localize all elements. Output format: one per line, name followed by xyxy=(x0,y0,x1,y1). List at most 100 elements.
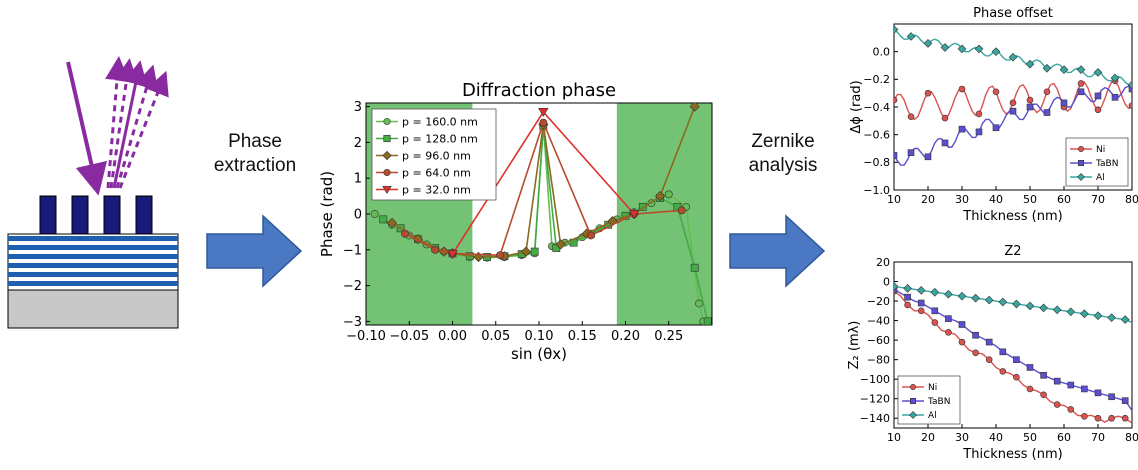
diffracted-beam xyxy=(105,56,129,189)
y-tick-label: −60 xyxy=(867,334,890,347)
data-point xyxy=(894,25,899,34)
data-point xyxy=(1094,389,1102,397)
y-tick-label: −0.8 xyxy=(863,156,890,169)
legend-label: p = 64.0 nm xyxy=(402,166,471,179)
phase-extraction-label: Phase extraction xyxy=(213,131,297,176)
legend-label: TaBN xyxy=(1095,159,1118,169)
data-point xyxy=(1094,414,1102,422)
x-tick-label: 0.00 xyxy=(438,329,467,344)
data-point xyxy=(957,291,967,301)
data-point xyxy=(1077,173,1085,181)
x-axis-label: Thickness (nm) xyxy=(962,209,1062,224)
data-point xyxy=(972,349,979,357)
data-point xyxy=(894,96,898,104)
data-point xyxy=(958,321,966,328)
data-point xyxy=(992,124,1000,132)
data-point xyxy=(1040,371,1047,379)
data-point xyxy=(941,139,949,147)
legend-label: Al xyxy=(1096,173,1105,183)
data-point xyxy=(906,32,916,41)
plot-frame xyxy=(893,261,1133,429)
x-tick-label: 60 xyxy=(1057,193,1071,206)
data-point xyxy=(1059,65,1069,74)
data-point xyxy=(538,108,549,117)
legend: p = 160.0 nm p = 128.0 nm p = 96.0 nm p = 6… xyxy=(371,108,497,201)
series-ni xyxy=(894,77,1132,122)
chart-title: Z2 xyxy=(1004,244,1021,259)
multilayer-stack xyxy=(7,233,179,291)
data-point xyxy=(1053,377,1061,385)
absorber-line xyxy=(39,195,57,235)
chart-title: Phase offset xyxy=(973,6,1053,21)
data-point xyxy=(917,299,925,307)
data-point xyxy=(379,215,388,224)
x-tick-label: 50 xyxy=(1023,193,1037,206)
x-axis-label: sin (θx) xyxy=(511,345,567,363)
data-point xyxy=(1077,88,1085,96)
data-point xyxy=(984,295,994,305)
y-tick-label: 0.0 xyxy=(873,46,891,59)
series-p-32-0-nm xyxy=(447,108,640,260)
x-tick-label: 20 xyxy=(921,431,935,444)
data-point xyxy=(944,289,953,299)
data-point xyxy=(695,299,703,308)
data-point xyxy=(992,88,1000,96)
data-point xyxy=(520,246,532,257)
x-tick-label: 30 xyxy=(955,431,969,444)
y-tick-label: −1 xyxy=(343,243,362,258)
series-ni xyxy=(894,287,1132,424)
series-tabn xyxy=(894,85,1132,166)
data-point xyxy=(1067,406,1075,413)
y-tick-label: 1 xyxy=(354,172,362,187)
y-tick-label: −100 xyxy=(860,373,890,386)
data-point xyxy=(370,210,379,218)
y-tick-label: −3 xyxy=(343,315,362,330)
series-al xyxy=(894,25,1132,90)
x-tick-label: 40 xyxy=(989,193,1003,206)
data-point xyxy=(907,149,915,156)
data-point xyxy=(909,411,917,419)
data-point xyxy=(1008,52,1018,62)
data-point xyxy=(431,245,440,254)
data-point xyxy=(903,284,912,293)
x-tick-label: 0.25 xyxy=(654,329,683,344)
mask-schematic xyxy=(7,56,179,329)
diffracted-beam xyxy=(112,60,148,189)
data-point xyxy=(894,282,899,291)
x-tick-label: 10 xyxy=(887,193,901,206)
y-tick-label: −20 xyxy=(867,295,890,308)
data-point xyxy=(412,233,424,245)
data-point xyxy=(628,210,640,219)
y-tick-label: −140 xyxy=(860,412,890,425)
chart-title: Diffraction phase xyxy=(462,80,616,101)
data-point xyxy=(904,301,911,309)
x-tick-label: 70 xyxy=(1091,193,1105,206)
x-tick-label: 80 xyxy=(1125,193,1138,206)
series-tabn xyxy=(894,286,1132,411)
legend: Ni TaBN Al xyxy=(1065,137,1129,187)
x-tick-label: 0.10 xyxy=(525,329,554,344)
x-tick-label: 0.05 xyxy=(481,329,510,344)
x-tick-label: 40 xyxy=(989,431,1003,444)
absorber-line xyxy=(71,195,89,235)
y-tick-label: −80 xyxy=(867,353,890,366)
data-point xyxy=(924,153,932,161)
data-point xyxy=(916,285,926,295)
data-point xyxy=(930,287,940,297)
data-point xyxy=(1080,309,1089,319)
y-tick-label: −1.0 xyxy=(863,184,890,197)
incident-beam xyxy=(66,61,108,196)
data-point xyxy=(1043,109,1051,116)
zernike-analysis-label: Zernike analysis xyxy=(748,131,818,176)
data-point xyxy=(1025,301,1035,311)
data-point xyxy=(703,317,712,325)
legend-box xyxy=(1065,137,1129,187)
data-point xyxy=(1107,313,1116,322)
x-tick-label: 30 xyxy=(955,193,969,206)
data-point xyxy=(945,315,952,322)
data-point xyxy=(1081,385,1088,393)
data-point xyxy=(689,103,700,112)
y-axis-label: Z₂ (mλ) xyxy=(848,321,862,370)
data-point xyxy=(975,110,983,118)
data-point xyxy=(1110,73,1120,83)
